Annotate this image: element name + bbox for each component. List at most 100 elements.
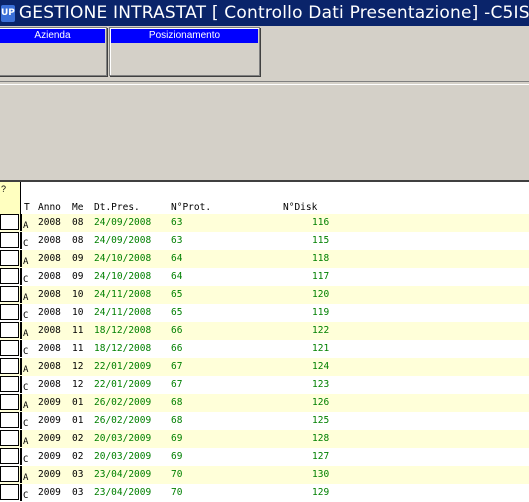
row-selector[interactable] (0, 484, 22, 501)
cell-dt-pres: 23/04/2009 (94, 469, 152, 480)
title-bar: UP GESTIONE INTRASTAT [ Controllo Dati P… (0, 0, 529, 26)
table-row[interactable]: A 2008 10 24/11/2008 65 120 (0, 286, 529, 304)
table-row[interactable]: C 2008 08 24/09/2008 63 115 (0, 232, 529, 250)
cell-anno: 2008 (38, 343, 61, 354)
table-row[interactable]: A 2008 09 24/10/2008 64 118 (0, 250, 529, 268)
header-t: T (24, 202, 30, 213)
table-row[interactable]: C 2009 03 23/04/2009 70 129 (0, 484, 529, 502)
cell-anno: 2008 (38, 361, 61, 372)
cell-anno: 2009 (38, 469, 61, 480)
azienda-panel-header: Azienda (0, 29, 105, 43)
table-row[interactable]: A 2009 01 26/02/2009 68 126 (0, 394, 529, 412)
cell-t: C (23, 419, 29, 429)
row-selector[interactable] (0, 214, 22, 231)
cell-anno: 2009 (38, 397, 61, 408)
cell-nprot: 68 (171, 397, 183, 408)
cell-dt-pres: 22/01/2009 (94, 361, 152, 372)
cell-dt-pres: 22/01/2009 (94, 379, 152, 390)
table-row[interactable]: C 2008 10 24/11/2008 65 119 (0, 304, 529, 322)
table-row[interactable]: C 2009 01 26/02/2009 68 125 (0, 412, 529, 430)
cell-nprot: 67 (171, 379, 183, 390)
cell-t: A (23, 473, 29, 483)
cell-t: A (23, 365, 29, 375)
cell-t: C (23, 383, 29, 393)
cell-me: 02 (72, 433, 84, 444)
row-selector[interactable] (0, 412, 22, 429)
row-selector[interactable] (0, 466, 22, 483)
cell-anno: 2008 (38, 289, 61, 300)
cell-dt-pres: 24/10/2008 (94, 253, 152, 264)
row-selector[interactable] (0, 304, 22, 321)
cell-anno: 2008 (38, 325, 61, 336)
cell-me: 09 (72, 253, 84, 264)
cell-anno: 2008 (38, 253, 61, 264)
cell-t: A (23, 221, 29, 231)
row-selector[interactable] (0, 358, 22, 375)
cell-anno: 2009 (38, 487, 61, 498)
filter-panel-area: Azienda Posizionamento (0, 26, 529, 81)
row-selector[interactable] (0, 250, 22, 267)
table-row[interactable]: A 2008 08 24/09/2008 63 116 (0, 214, 529, 232)
azienda-panel[interactable]: Azienda (0, 27, 107, 76)
table-row[interactable]: C 2009 02 20/03/2009 69 127 (0, 448, 529, 466)
cell-me: 08 (72, 217, 84, 228)
table-row[interactable]: C 2008 11 18/12/2008 66 121 (0, 340, 529, 358)
cell-ndisk: 123 (312, 379, 330, 390)
row-selector[interactable] (0, 286, 22, 303)
data-grid: ? T Anno Me Dt.Pres. N°Prot. N°Disk A 200… (0, 180, 529, 502)
posizionamento-panel[interactable]: Posizionamento (109, 27, 260, 76)
cell-dt-pres: 26/02/2009 (94, 397, 152, 408)
table-row[interactable]: C 2008 12 22/01/2009 67 123 (0, 376, 529, 394)
row-selector[interactable] (0, 268, 22, 285)
cell-nprot: 69 (171, 451, 183, 462)
table-row[interactable]: A 2009 03 23/04/2009 70 130 (0, 466, 529, 484)
cell-me: 10 (72, 289, 84, 300)
cell-anno: 2008 (38, 307, 61, 318)
cell-ndisk: 119 (312, 307, 330, 318)
row-selector[interactable] (0, 232, 22, 249)
cell-me: 11 (72, 343, 84, 354)
cell-anno: 2008 (38, 271, 61, 282)
cell-dt-pres: 18/12/2008 (94, 343, 152, 354)
cell-nprot: 64 (171, 253, 183, 264)
row-selector[interactable] (0, 340, 22, 357)
cell-ndisk: 118 (312, 253, 330, 264)
posizionamento-panel-header: Posizionamento (111, 29, 258, 43)
cell-t: A (23, 401, 29, 411)
row-selector[interactable] (0, 430, 22, 447)
cell-nprot: 63 (171, 235, 183, 246)
cell-t: C (23, 455, 29, 465)
cell-dt-pres: 24/09/2008 (94, 235, 152, 246)
cell-dt-pres: 20/03/2009 (94, 451, 152, 462)
table-row[interactable]: A 2008 12 22/01/2009 67 124 (0, 358, 529, 376)
cell-ndisk: 129 (312, 487, 330, 498)
cell-anno: 2008 (38, 235, 61, 246)
cell-nprot: 70 (171, 487, 183, 498)
cell-me: 03 (72, 469, 84, 480)
header-ndisk: N°Disk (283, 202, 318, 213)
row-selector[interactable] (0, 376, 22, 393)
cell-ndisk: 127 (312, 451, 330, 462)
cell-me: 01 (72, 397, 84, 408)
corner-cell[interactable]: ? (0, 182, 21, 214)
cell-dt-pres: 24/10/2008 (94, 271, 152, 282)
cell-me: 12 (72, 379, 84, 390)
table-row[interactable]: A 2009 02 20/03/2009 69 128 (0, 430, 529, 448)
cell-me: 11 (72, 325, 84, 336)
cell-t: C (23, 239, 29, 249)
cell-dt-pres: 24/09/2008 (94, 217, 152, 228)
cell-ndisk: 115 (312, 235, 330, 246)
cell-nprot: 64 (171, 271, 183, 282)
cell-ndisk: 117 (312, 271, 330, 282)
table-row[interactable]: C 2008 09 24/10/2008 64 117 (0, 268, 529, 286)
cell-anno: 2009 (38, 433, 61, 444)
row-selector[interactable] (0, 394, 22, 411)
cell-me: 10 (72, 307, 84, 318)
table-row[interactable]: A 2008 11 18/12/2008 66 122 (0, 322, 529, 340)
header-nprot: N°Prot. (171, 202, 212, 213)
row-selector[interactable] (0, 448, 22, 465)
cell-me: 02 (72, 451, 84, 462)
row-selector[interactable] (0, 322, 22, 339)
cell-ndisk: 122 (312, 325, 330, 336)
cell-nprot: 68 (171, 415, 183, 426)
